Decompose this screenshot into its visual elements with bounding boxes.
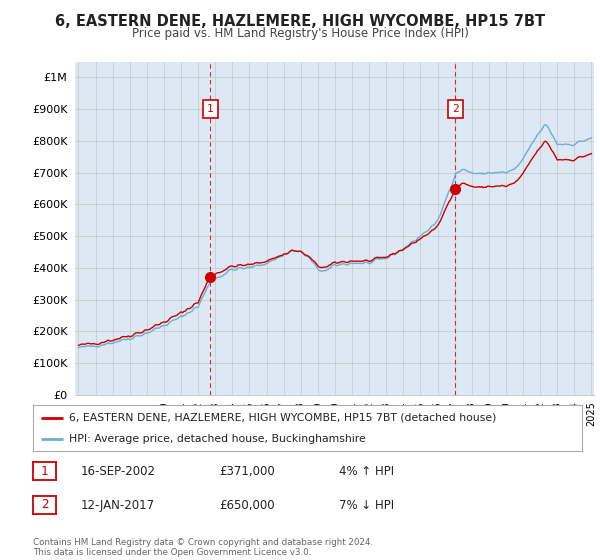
Text: 16-SEP-2002: 16-SEP-2002 (81, 465, 156, 478)
Text: Contains HM Land Registry data © Crown copyright and database right 2024.
This d: Contains HM Land Registry data © Crown c… (33, 538, 373, 557)
Text: 2: 2 (452, 104, 458, 114)
Text: HPI: Average price, detached house, Buckinghamshire: HPI: Average price, detached house, Buck… (68, 435, 365, 444)
Text: £371,000: £371,000 (219, 465, 275, 478)
Text: 6, EASTERN DENE, HAZLEMERE, HIGH WYCOMBE, HP15 7BT (detached house): 6, EASTERN DENE, HAZLEMERE, HIGH WYCOMBE… (68, 413, 496, 423)
Text: Price paid vs. HM Land Registry's House Price Index (HPI): Price paid vs. HM Land Registry's House … (131, 27, 469, 40)
Text: 4% ↑ HPI: 4% ↑ HPI (339, 465, 394, 478)
Text: £650,000: £650,000 (219, 498, 275, 512)
Text: 1: 1 (41, 465, 48, 478)
Text: 7% ↓ HPI: 7% ↓ HPI (339, 498, 394, 512)
Text: 1: 1 (207, 104, 214, 114)
Text: 12-JAN-2017: 12-JAN-2017 (81, 498, 155, 512)
Text: 2: 2 (41, 498, 48, 511)
Text: 6, EASTERN DENE, HAZLEMERE, HIGH WYCOMBE, HP15 7BT: 6, EASTERN DENE, HAZLEMERE, HIGH WYCOMBE… (55, 14, 545, 29)
